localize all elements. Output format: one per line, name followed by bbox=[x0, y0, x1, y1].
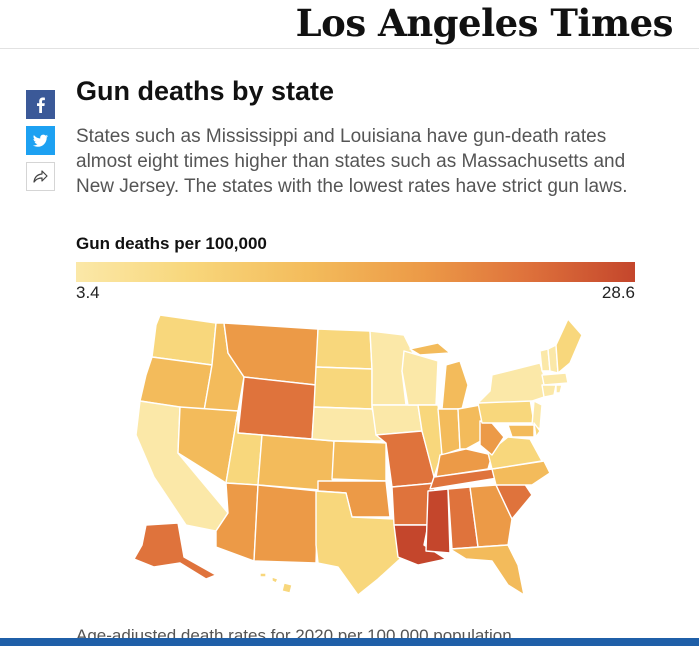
state-connecticut bbox=[541, 384, 557, 398]
state-north-dakota bbox=[315, 328, 373, 370]
state-new-jersey bbox=[531, 400, 543, 430]
state-florida bbox=[449, 544, 525, 595]
article-title: Gun deaths by state bbox=[76, 76, 335, 106]
state-kansas bbox=[331, 440, 387, 482]
state-iowa bbox=[371, 404, 423, 436]
state-virginia bbox=[487, 436, 543, 470]
state-delaware bbox=[533, 422, 541, 438]
state-michigan bbox=[409, 342, 469, 410]
bottom-bar bbox=[0, 638, 699, 646]
state-arizona bbox=[215, 482, 259, 562]
legend-max-label: 28.6 bbox=[601, 283, 635, 302]
facebook-share-button[interactable] bbox=[26, 90, 55, 119]
twitter-share-button[interactable] bbox=[26, 126, 55, 155]
state-maine bbox=[555, 318, 583, 374]
state-minnesota bbox=[369, 330, 415, 406]
state-rhode-island bbox=[555, 384, 563, 394]
share-button[interactable] bbox=[26, 162, 55, 191]
state-alaska bbox=[133, 522, 217, 580]
article-dek: States such as Mississippi and Louisiana… bbox=[76, 126, 628, 197]
state-maryland bbox=[507, 424, 535, 438]
state-wyoming bbox=[237, 376, 317, 440]
state-nebraska bbox=[311, 406, 385, 442]
share-arrow-icon bbox=[33, 170, 48, 183]
legend-min-label: 3.4 bbox=[76, 283, 100, 302]
us-choropleth-map bbox=[133, 314, 583, 595]
facebook-icon bbox=[37, 97, 45, 113]
legend-color-scale bbox=[76, 262, 635, 282]
masthead: Los Angeles Times bbox=[0, 0, 699, 49]
state-indiana bbox=[437, 408, 461, 456]
state-texas bbox=[315, 490, 401, 595]
state-new-york bbox=[477, 362, 551, 404]
state-mississippi bbox=[425, 488, 451, 554]
state-washington bbox=[151, 314, 217, 366]
state-hawaii bbox=[259, 572, 293, 594]
masthead-logo[interactable]: Los Angeles Times bbox=[295, 1, 674, 45]
state-wisconsin bbox=[401, 350, 439, 406]
twitter-icon bbox=[33, 134, 48, 147]
legend-title: Gun deaths per 100,000 bbox=[76, 234, 267, 253]
state-massachusetts bbox=[541, 372, 569, 386]
state-georgia bbox=[469, 484, 513, 548]
state-new-mexico bbox=[253, 484, 319, 564]
state-south-dakota bbox=[313, 366, 373, 410]
